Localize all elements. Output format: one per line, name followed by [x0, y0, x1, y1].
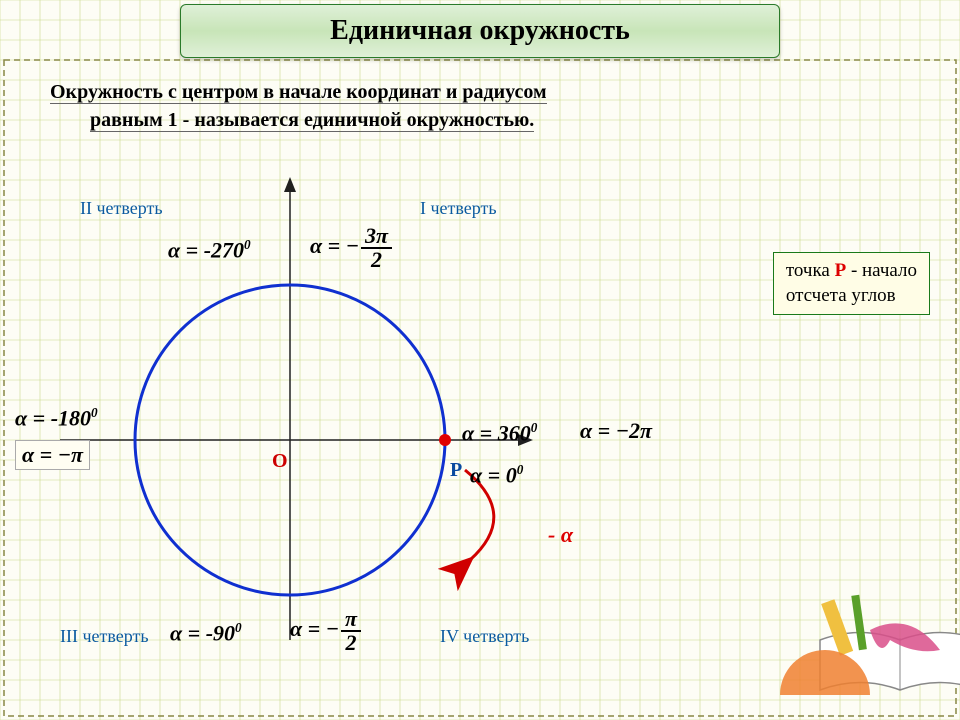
- info-line2: отсчета углов: [786, 285, 896, 306]
- quadrant-2-label: II четверть: [80, 198, 163, 219]
- quadrant-1-label: I четверть: [420, 198, 497, 219]
- info-p-letter: P: [835, 260, 847, 281]
- definition-line2: равным 1 - называется единичной окружнос…: [90, 109, 534, 132]
- angle-bottom-deg: α = -900: [170, 620, 242, 646]
- info-prefix: точка: [786, 260, 835, 281]
- page-title: Единичная окружность: [180, 4, 780, 58]
- angle-left-rad: α = −π: [15, 440, 90, 470]
- origin-label: O: [272, 450, 288, 473]
- info-box: точка P - начало отсчета углов: [773, 252, 930, 315]
- angle-right-deg-0: α = 00: [470, 462, 523, 488]
- angle-bottom-rad: α = −π2: [290, 608, 363, 654]
- angle-top-deg: α = -2700: [168, 237, 251, 263]
- angle-top-rad: α = −3π2: [310, 225, 394, 271]
- definition-text: Окружность с центром в начале координат …: [50, 78, 910, 134]
- angle-left-deg: α = -1800: [15, 405, 98, 431]
- angle-right-rad-2pi: α = −2π: [580, 418, 652, 444]
- angle-right-deg-360: α = 3600: [462, 420, 537, 446]
- definition-line1: Окружность с центром в начале координат …: [50, 81, 547, 104]
- point-p-label: P: [450, 459, 462, 482]
- alpha-direction-label: - α: [548, 522, 573, 548]
- quadrant-3-label: III четверть: [60, 626, 149, 647]
- quadrant-4-label: IV четверть: [440, 626, 529, 647]
- info-rest: - начало: [846, 260, 917, 281]
